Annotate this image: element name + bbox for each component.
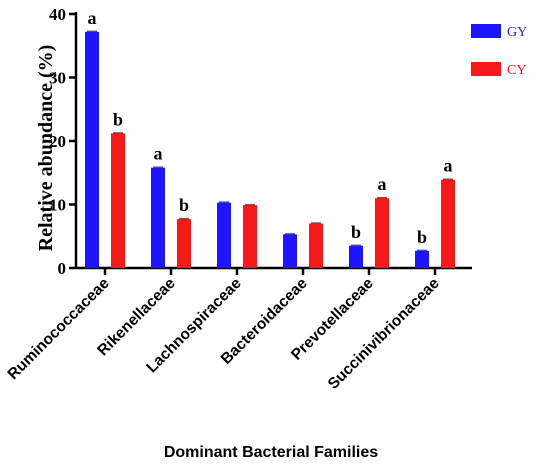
y-tick-label: 10 <box>49 196 66 215</box>
bar-gy <box>283 234 297 268</box>
category-labels: RuminococcaceaeRikenellaceaeLachnospirac… <box>5 275 444 393</box>
category-label: Ruminococcaceae <box>5 275 114 384</box>
legend-label-gy: GY <box>507 25 527 40</box>
bar-gy <box>415 250 429 268</box>
y-tick-label: 40 <box>49 5 66 24</box>
bar-cy <box>243 205 257 268</box>
x-axis <box>76 266 472 275</box>
significance-label: b <box>417 227 427 247</box>
bar-cy <box>441 179 455 268</box>
bar-gy <box>349 245 363 268</box>
legend-swatch-gy <box>471 24 501 38</box>
significance-label: b <box>179 195 189 215</box>
legend: GY CY <box>471 24 527 78</box>
bars <box>85 30 455 269</box>
legend-swatch-cy <box>471 62 501 76</box>
bar-gy <box>217 202 231 268</box>
bar-cy <box>375 198 389 268</box>
significance-label: b <box>113 109 123 129</box>
bar-cy <box>177 219 191 268</box>
bar-cy <box>309 223 323 268</box>
bar-cy <box>111 133 125 268</box>
significance-label: a <box>378 174 387 194</box>
significance-label: a <box>88 8 97 28</box>
y-axis: 0 10 20 30 40 <box>49 5 78 278</box>
significance-label: b <box>351 222 361 242</box>
bar-gy <box>151 167 165 268</box>
legend-label-cy: CY <box>507 63 526 78</box>
y-tick-label: 20 <box>49 132 66 151</box>
bar-gy <box>85 31 99 269</box>
significance-labels: a b a b b a b a <box>88 8 453 247</box>
significance-label: a <box>154 144 163 164</box>
y-axis-label: Relative abundance (%) <box>35 45 57 252</box>
y-tick-label: 0 <box>58 259 67 278</box>
category-label: Succinivibrionaceae <box>325 275 443 393</box>
significance-label: a <box>444 156 453 176</box>
x-axis-label: Dominant Bacterial Families <box>164 444 378 461</box>
y-tick-label: 30 <box>49 69 66 88</box>
